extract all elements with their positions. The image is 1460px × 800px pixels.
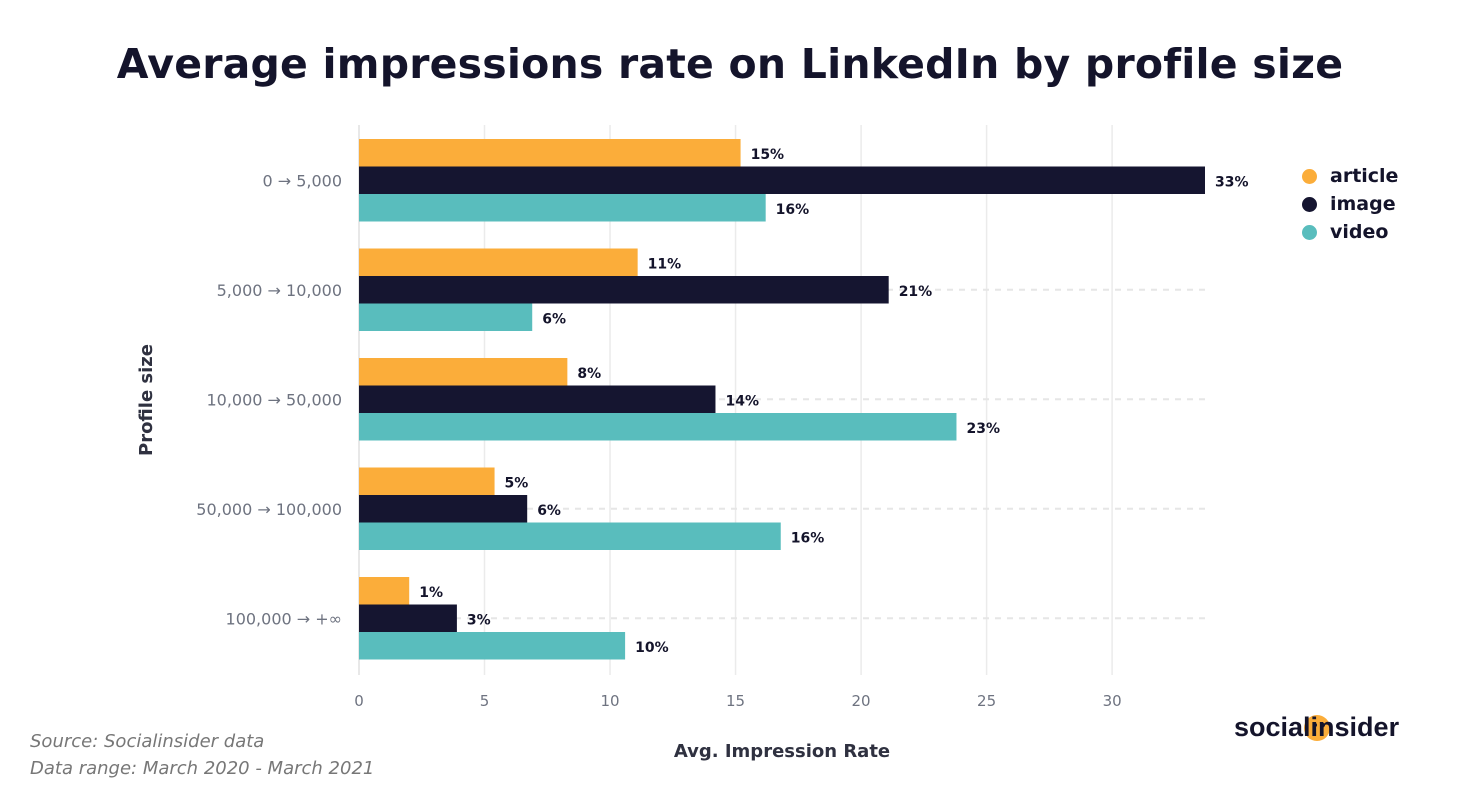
data-label-article: 5% xyxy=(505,475,529,491)
bar-article xyxy=(359,467,495,495)
legend-item-article: article xyxy=(1302,162,1398,190)
bar-image xyxy=(359,276,889,304)
x-tick-label: 0 xyxy=(354,692,364,710)
logo-text: socialinsider xyxy=(1234,712,1400,742)
logo-dot-icon xyxy=(1304,715,1330,741)
category-tick-label: 5,000 → 10,000 xyxy=(217,281,342,300)
bar-video xyxy=(359,194,766,222)
y-axis-title: Profile size xyxy=(136,344,157,456)
data-label-article: 8% xyxy=(577,366,601,382)
x-tick-label: 15 xyxy=(726,692,745,710)
bar-image xyxy=(359,604,457,632)
bar-video xyxy=(359,413,957,441)
x-axis-title: Avg. Impression Rate xyxy=(674,741,890,762)
data-label-image: 3% xyxy=(467,612,491,628)
logo-eye-icon xyxy=(1321,723,1325,727)
data-label-image: 14% xyxy=(725,393,759,409)
legend-label-image: image xyxy=(1330,193,1396,215)
data-label-image: 6% xyxy=(537,503,561,519)
chart-title: Average impressions rate on LinkedIn by … xyxy=(116,40,1344,88)
legend-item-video: video xyxy=(1302,218,1398,246)
logo-eye-icon xyxy=(1313,723,1317,727)
data-label-article: 1% xyxy=(419,585,443,601)
legend-swatch-article xyxy=(1302,168,1317,184)
x-tick-label: 25 xyxy=(977,692,996,710)
legend-label-video: video xyxy=(1330,221,1389,243)
data-label-article: 15% xyxy=(751,147,785,163)
legend: article image video xyxy=(1302,162,1398,246)
bar-article xyxy=(359,358,568,386)
bar-image xyxy=(359,166,1205,194)
data-label-video: 23% xyxy=(966,421,1000,437)
data-label-image: 33% xyxy=(1215,174,1249,190)
data-label-video: 16% xyxy=(776,202,810,218)
data-label-video: 6% xyxy=(542,311,566,327)
legend-swatch-video xyxy=(1302,224,1317,240)
category-tick-label: 0 → 5,000 xyxy=(262,171,342,190)
bar-article xyxy=(359,139,741,167)
socialinsider-logo: socialinsider xyxy=(1234,712,1399,743)
x-tick-label: 30 xyxy=(1103,692,1122,710)
source-line: Source: Socialinsider data xyxy=(30,731,265,752)
bar-video xyxy=(359,632,626,660)
category-tick-label: 10,000 → 50,000 xyxy=(206,390,342,409)
category-tick-label: 100,000 → +∞ xyxy=(226,609,342,628)
legend-item-image: image xyxy=(1302,190,1398,218)
legend-swatch-image xyxy=(1302,196,1317,212)
data-label-image: 21% xyxy=(899,284,933,300)
x-tick-label: 10 xyxy=(600,692,619,710)
bar-article xyxy=(359,577,410,605)
bar-image xyxy=(359,495,528,523)
source-note: Source: Socialinsider data Data range: M… xyxy=(30,728,374,782)
bar-image xyxy=(359,385,716,413)
bar-video xyxy=(359,522,781,550)
bar-article xyxy=(359,248,638,276)
data-label-article: 11% xyxy=(648,256,682,272)
bar-video xyxy=(359,303,533,331)
x-tick-label: 5 xyxy=(480,692,490,710)
category-tick-label: 50,000 → 100,000 xyxy=(196,500,342,519)
legend-label-article: article xyxy=(1330,165,1399,187)
data-range-line: Data range: March 2020 - March 2021 xyxy=(30,758,375,779)
x-tick-label: 20 xyxy=(852,692,871,710)
data-label-video: 10% xyxy=(635,640,669,656)
data-label-video: 16% xyxy=(791,530,825,546)
